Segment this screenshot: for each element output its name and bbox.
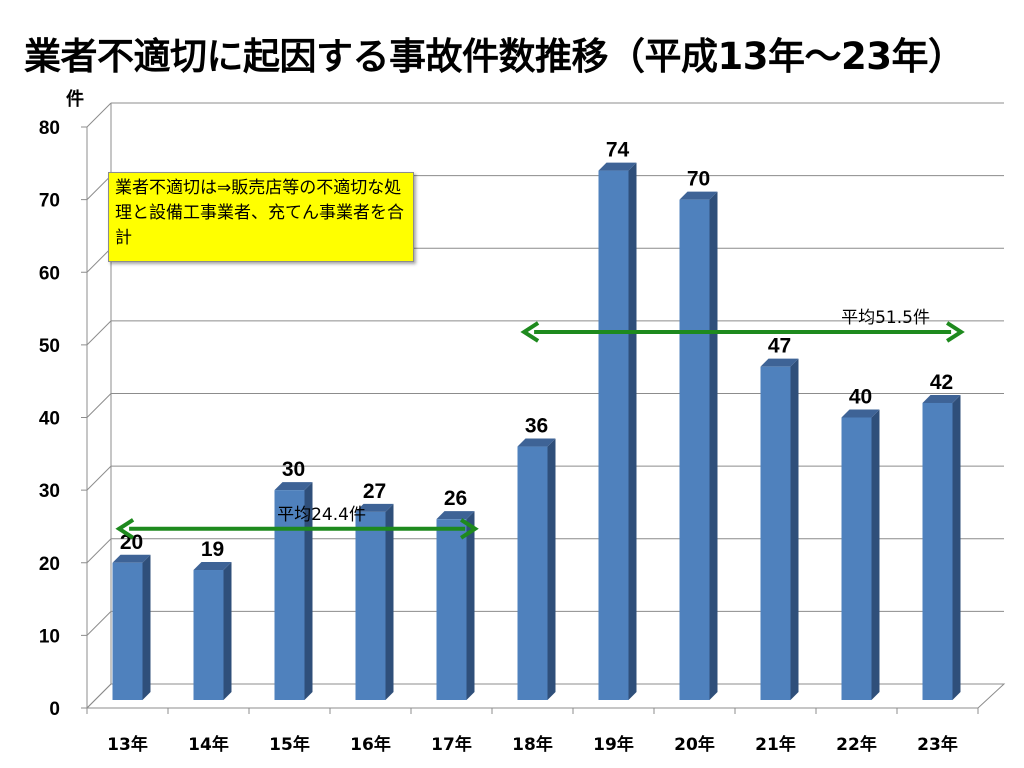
x-tick-label: 16年: [350, 734, 391, 755]
x-tick-label: 15年: [269, 734, 310, 755]
data-label: 30: [282, 458, 305, 481]
note-box: 業者不適切は⇒販売店等の不適切な処理と設備工事業者、充てん事業者を合計: [108, 172, 414, 262]
gridline-side: [86, 611, 112, 636]
bars: [112, 162, 961, 700]
data-label: 20: [120, 531, 143, 554]
x-tick-label: 20年: [674, 734, 715, 755]
bar-side: [790, 358, 799, 700]
bar-side: [547, 438, 556, 700]
bar-front: [679, 199, 710, 700]
gridline-side: [86, 320, 112, 346]
bar-side: [871, 409, 880, 700]
x-tick-label: 14年: [188, 734, 229, 755]
average-arrow: 平均24.4件: [115, 505, 479, 540]
bar: [112, 554, 151, 700]
y-tick-label: 50: [39, 336, 60, 357]
x-tick-label: 21年: [755, 734, 796, 755]
bar: [598, 162, 637, 700]
average-label: 平均24.4件: [277, 505, 366, 525]
y-tick-label: 80: [39, 118, 60, 139]
arrow-head-right: [460, 518, 479, 540]
data-label: 42: [930, 371, 953, 394]
bar-front: [760, 366, 791, 700]
y-tick-label: 10: [39, 626, 60, 647]
y-tick-label: 20: [39, 554, 60, 575]
bar-front: [922, 402, 953, 700]
data-label: 74: [606, 139, 630, 162]
average-arrow: 平均51.5件: [520, 308, 965, 343]
y-tick-label: 40: [39, 409, 60, 430]
bar-front: [517, 446, 548, 700]
bar-front: [355, 511, 386, 700]
arrow-head-left: [115, 518, 135, 540]
gridline-side: [86, 175, 112, 200]
bar-side: [466, 511, 475, 700]
bar: [841, 409, 880, 700]
y-tick-label: 30: [39, 481, 60, 502]
data-label: 27: [363, 480, 386, 503]
bar-top: [193, 562, 232, 571]
y-tick-label: 70: [39, 191, 60, 212]
bar-top: [922, 394, 961, 403]
gridline-side: [86, 102, 112, 128]
data-label: 36: [525, 415, 548, 438]
bar-side: [223, 562, 232, 700]
bar-side: [709, 191, 718, 700]
bar-top: [436, 511, 475, 520]
average-label: 平均51.5件: [841, 308, 930, 328]
bar: [193, 562, 232, 700]
data-label: 47: [768, 335, 791, 358]
bar-top: [760, 358, 799, 367]
x-tick-label: 17年: [431, 734, 472, 755]
bar-front: [841, 417, 872, 700]
bar-top: [841, 409, 880, 418]
bar: [922, 394, 961, 700]
chart-title: 業者不適切に起因する事故件数推移（平成13年～23年）: [24, 35, 965, 78]
y-axis-label: 件: [66, 88, 84, 110]
bar: [436, 511, 475, 700]
x-tick-label: 18年: [512, 734, 553, 755]
bar-side: [304, 482, 313, 700]
bar-side: [952, 394, 961, 700]
x-tick-label: 22年: [836, 734, 877, 755]
bar-front: [112, 562, 143, 700]
bar: [517, 438, 556, 700]
gridline-side: [86, 538, 112, 564]
data-label: 70: [687, 168, 710, 191]
gridline-side: [86, 465, 112, 491]
average-arrows: 平均24.4件 平均51.5件: [115, 308, 965, 540]
bar-top: [679, 191, 718, 200]
x-tick-label: 13年: [107, 734, 148, 755]
bar-front: [598, 170, 629, 700]
bar: [760, 358, 799, 700]
floor: [86, 683, 1006, 709]
bar-top: [274, 482, 313, 491]
bar-side: [142, 554, 151, 700]
bar-front: [274, 490, 305, 700]
bar: [679, 191, 718, 700]
arrow-head-right: [946, 321, 965, 343]
bar-side: [385, 503, 394, 700]
data-label: 26: [444, 487, 467, 510]
gridline-side: [86, 393, 112, 418]
x-tick-label: 23年: [917, 734, 958, 755]
y-tick-label: 60: [39, 263, 60, 284]
bar-top: [517, 438, 556, 447]
data-label: 19: [201, 538, 224, 561]
bar-front: [436, 519, 467, 700]
y-tick-label: 0: [49, 699, 60, 720]
x-tick-label: 19年: [593, 734, 634, 755]
bar-top: [598, 162, 637, 171]
gridline-side: [86, 247, 112, 273]
bar: [355, 503, 394, 700]
data-label: 40: [849, 386, 872, 409]
bar-top: [355, 503, 394, 512]
bar-side: [628, 162, 637, 700]
arrow-head-left: [520, 321, 540, 343]
bar: [274, 482, 313, 700]
bar-top: [112, 554, 151, 563]
bar-front: [193, 570, 224, 700]
labels: 0 10 20 30 40 50 60 70 80 件 13年 14年 15年 16年 17年 18年 19年 2…: [39, 88, 958, 755]
